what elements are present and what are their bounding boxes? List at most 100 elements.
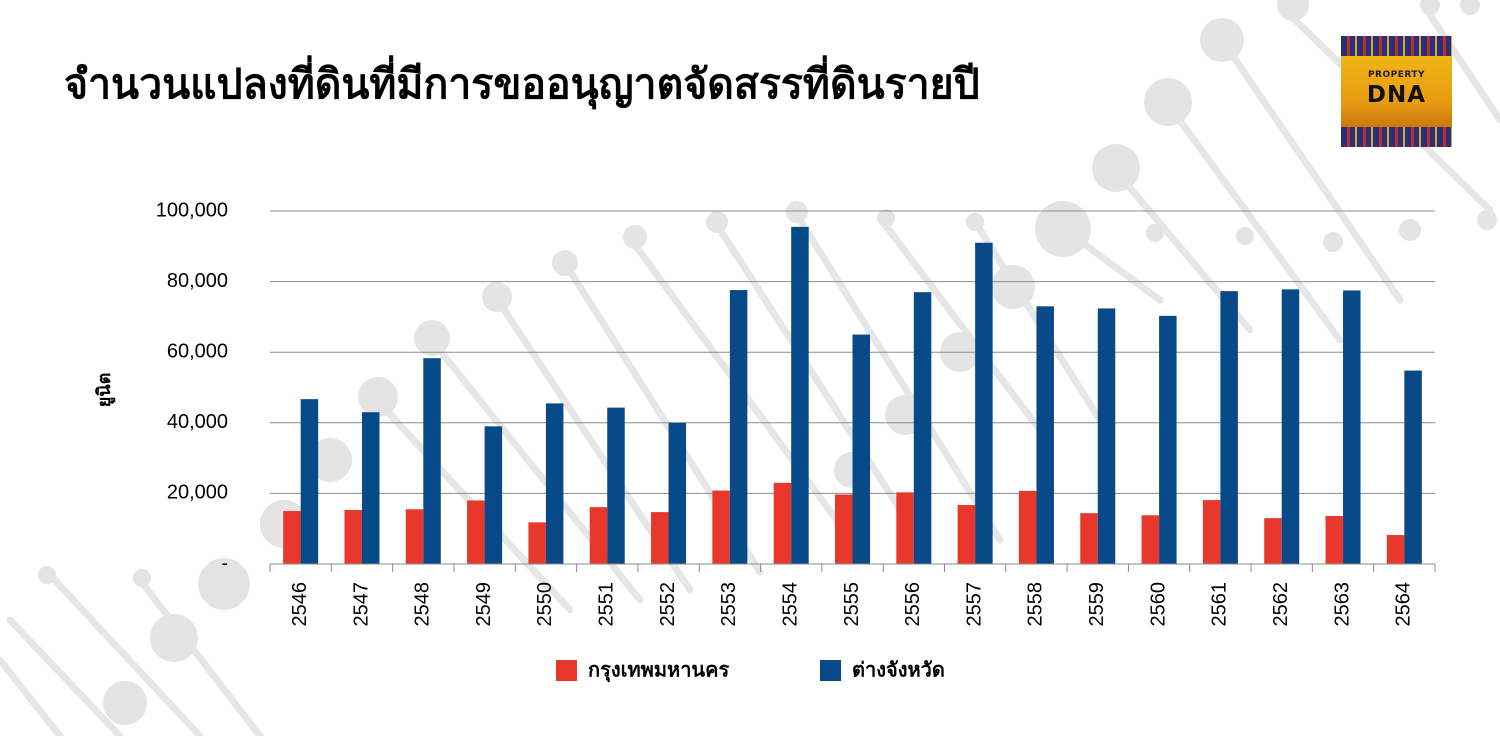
molecule-ball-decoration [1146,224,1164,242]
x-tick-label: 2553 [718,582,740,627]
molecule-stick-decoration [1161,96,1344,344]
molecule-ball-decoration [1323,232,1343,252]
molecule-ball-decoration [966,213,984,231]
bar-bangkok [957,505,976,564]
bar-bangkok [835,494,853,564]
logo-text-big: DNA [1366,82,1427,108]
legend: กรุงเทพมหานคร ต่างจังหวัด [556,658,945,683]
molecule-ball-decoration [991,265,1035,309]
bar-provinces [975,242,993,564]
property-dna-logo: PROPERTY DNA [1341,36,1452,147]
bars [283,226,1422,564]
y-tick-label: - [221,552,228,574]
molecule-ball-decoration [1420,0,1440,15]
axes: - 20,000 40,000 60,000 80,000 100,000 2546 2547… [156,199,1436,627]
x-tick-label: 2546 [289,582,311,627]
molecule-stick-decoration [46,571,204,736]
bar-provinces [1097,308,1116,564]
x-tick-label: 2551 [596,582,618,627]
molecule-stick-decoration [1211,26,1404,304]
bar-provinces [300,399,319,564]
molecule-stick-decoration [876,214,1044,434]
x-tick-label: 2547 [350,582,372,627]
molecule-stick-decoration [6,616,124,736]
dna-strip-bottom-decoration [1341,127,1452,147]
bar-bangkok [712,490,730,564]
y-axis-title: ยูนิต [94,373,116,408]
bar-bangkok [1018,490,1037,564]
molecule-ball-decoration [133,569,151,587]
bar-bangkok [1325,515,1344,564]
dna-strip-top-decoration [1341,36,1452,56]
logo-text-small: PROPERTY [1367,70,1426,80]
bar-bangkok [1080,513,1098,564]
molecule-ball-decoration [1200,18,1244,62]
molecule-ball-decoration [1277,0,1309,21]
molecule-ball-decoration [482,282,512,312]
bar-provinces [545,403,564,564]
legend-label: ต่างจังหวัด [852,658,945,682]
bar-bangkok [467,500,485,564]
bar-provinces [729,290,748,564]
molecule-ball-decoration [552,250,578,276]
bar-provinces [668,422,687,564]
molecule-ball-decoration [103,681,147,725]
bar-provinces [423,358,441,564]
bar-bangkok [1202,500,1221,564]
x-tick-label: 2562 [1270,582,1292,627]
molecule-stick-decoration [1426,11,1500,124]
molecule-ball-decoration [1035,201,1091,257]
y-tick-label: 100,000 [156,199,228,221]
bar-bangkok [405,509,424,564]
x-tick-label: 2549 [473,582,495,627]
molecule-ball-decoration [786,201,808,223]
molecule-ball-decoration [38,566,56,584]
molecule-ball-decoration [1399,219,1421,241]
molecule-ball-decoration [623,225,647,249]
x-tick-label: 2556 [902,582,924,627]
molecule-ball-decoration [414,320,450,356]
molecule-ball-decoration [877,209,895,227]
molecule-stick-decoration [136,576,264,736]
molecule-ball-decoration [358,377,398,417]
bar-bangkok [1386,535,1405,564]
bar-provinces [791,226,809,564]
y-tick-label: 20,000 [167,482,228,504]
bar-bangkok [589,507,608,564]
molecule-ball-decoration [150,614,198,662]
bar-bangkok [283,511,301,564]
bar-provinces [1281,289,1300,564]
molecule-ball-decoration [1236,227,1254,245]
bar-provinces [913,292,932,564]
page-title: จำนวนแปลงที่ดินที่มีการขออนุญาตจัดสรรที่… [64,60,980,108]
legend-swatch [556,660,577,681]
x-tick-label: 2561 [1209,582,1231,627]
x-tick-label: 2563 [1331,582,1353,627]
molecule-ball-decoration [308,438,352,482]
x-tick-label: 2554 [779,582,801,627]
bar-provinces [361,412,380,564]
bar-provinces [852,334,870,564]
bar-bangkok [528,522,546,564]
legend-label: กรุงเทพมหานคร [588,658,729,683]
molecule-stick-decoration [0,656,64,736]
bar-provinces [1159,315,1177,564]
molecule-ball-decoration [1477,210,1497,230]
molecule-stick-decoration [791,208,1004,544]
molecule-ball-decoration [1092,144,1140,192]
bar-provinces [1220,291,1238,564]
x-tick-label: 2560 [1147,582,1169,627]
bar-provinces [484,426,503,564]
bar-bangkok [1264,518,1282,564]
bar-bangkok [344,509,362,564]
bar-bangkok [773,482,792,564]
bar-provinces [1404,370,1422,564]
bar-bangkok [651,512,669,564]
legend-swatch [820,660,841,681]
y-tick-label: 40,000 [167,411,228,433]
x-tick-label: 2552 [657,582,679,627]
x-tick-label: 2548 [412,582,434,627]
molecule-ball-decoration [706,211,728,233]
x-tick-label: 2555 [841,582,863,627]
